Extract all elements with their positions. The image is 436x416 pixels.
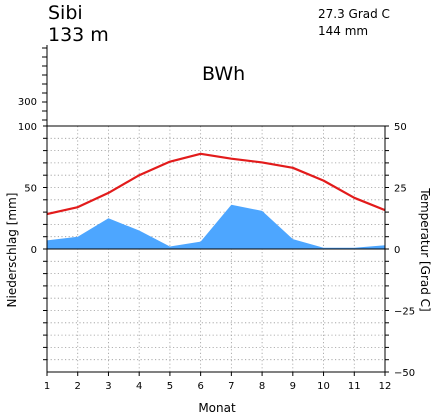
x-tick-label: 6 bbox=[197, 381, 203, 392]
x-tick-label: 7 bbox=[228, 381, 234, 392]
x-tick-label: 10 bbox=[317, 381, 330, 392]
mean-temperature: 27.3 Grad C bbox=[318, 7, 390, 21]
x-tick-label: 1 bbox=[44, 381, 50, 392]
x-tick-label: 12 bbox=[379, 381, 392, 392]
x-tick-label: 4 bbox=[136, 381, 142, 392]
right-tick-label: 0 bbox=[394, 245, 400, 256]
right-tick-label: 25 bbox=[394, 184, 407, 195]
left-upper-tick-label: 300 bbox=[18, 97, 37, 108]
precipitation-area bbox=[47, 204, 385, 249]
precipitation-series bbox=[47, 204, 385, 249]
left-tick-label: 100 bbox=[18, 122, 37, 133]
left-tick-label: 0 bbox=[31, 245, 37, 256]
x-tick-label: 2 bbox=[75, 381, 81, 392]
x-tick-label: 11 bbox=[348, 381, 361, 392]
y-axis-label-right: Temperatur [Grad C] bbox=[418, 187, 432, 311]
annual-precipitation: 144 mm bbox=[318, 24, 368, 38]
right-tick-label: −50 bbox=[394, 368, 415, 379]
temperature-series bbox=[46, 152, 386, 216]
x-tick-label: 8 bbox=[259, 381, 265, 392]
x-tick-label: 9 bbox=[290, 381, 296, 392]
temperature-line bbox=[46, 152, 386, 216]
x-tick-label: 3 bbox=[105, 381, 111, 392]
station-name: Sibi bbox=[48, 2, 83, 24]
x-axis-label: Monat bbox=[198, 401, 236, 415]
left-tick-label: 50 bbox=[24, 184, 37, 195]
right-tick-label: 50 bbox=[394, 122, 407, 133]
x-tick-label: 5 bbox=[167, 381, 173, 392]
climate-class: BWh bbox=[202, 63, 245, 85]
axes bbox=[42, 45, 389, 376]
station-elevation: 133 m bbox=[48, 24, 109, 46]
y-axis-label-left: Niederschlag [mm] bbox=[5, 193, 19, 308]
right-tick-label: −25 bbox=[394, 307, 415, 318]
